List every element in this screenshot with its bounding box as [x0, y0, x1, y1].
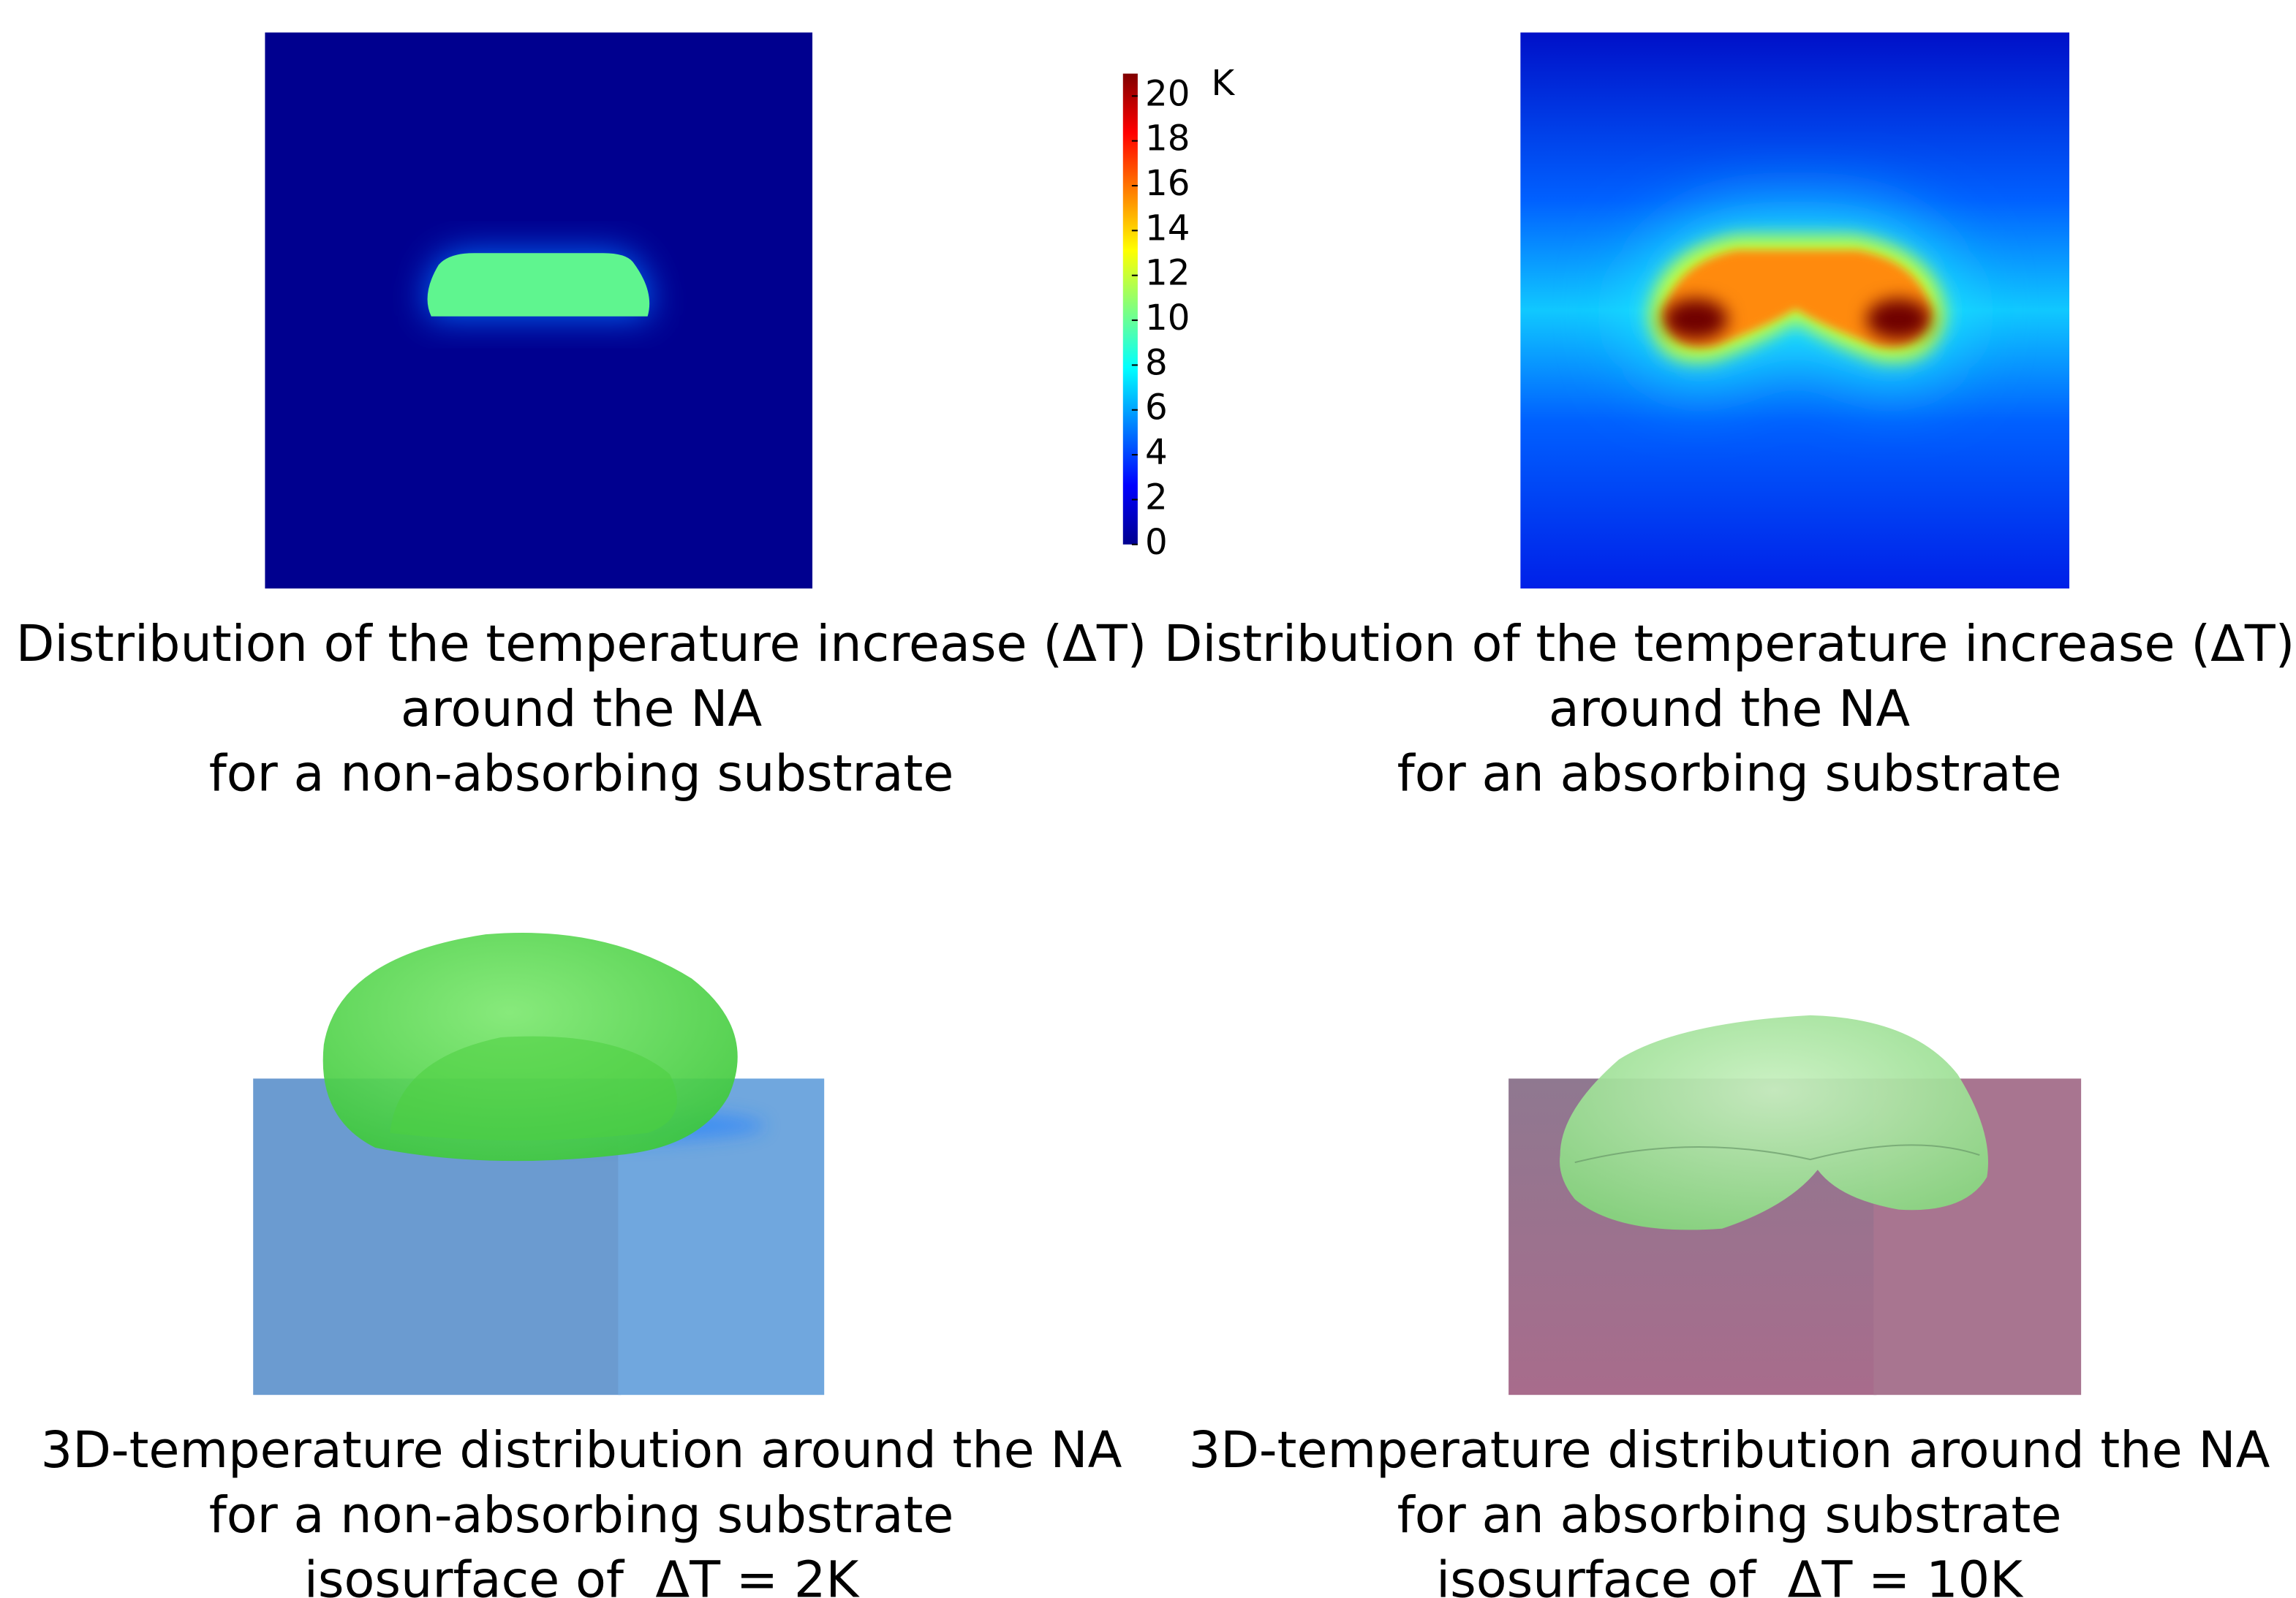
colorbar-tick-label: 14 [1145, 208, 1190, 249]
colorbar-unit: K [1212, 63, 1236, 104]
caption-line: isosurface of ΔT = 10K [1436, 1550, 2024, 1598]
heatmap-non-absorbing [265, 32, 812, 588]
caption-line: Distribution of the temperature increase… [16, 615, 1147, 673]
colorbar-tick-label: 10 [1145, 298, 1190, 338]
heatmap-absorbing [1520, 32, 2069, 588]
caption-line: Distribution of the temperature increase… [1164, 615, 2295, 673]
figure: K Distribution of the temperature increa… [0, 0, 2296, 1598]
colorbar-tick-label: 4 [1145, 432, 1168, 473]
colorbar-tick-label: 0 [1145, 522, 1168, 563]
caption-line: for a non-absorbing substrate [209, 744, 954, 803]
colorbar-tick-label: 6 [1145, 387, 1168, 428]
colorbar-tick-label: 12 [1145, 253, 1190, 294]
caption-line: isosurface of ΔT = 2K [304, 1550, 861, 1598]
caption-line: for an absorbing substrate [1397, 744, 2062, 803]
colorbar-tick-label: 8 [1145, 342, 1168, 383]
page: {"colorbar": {"unit": "K", "lim": [0, 21… [0, 0, 2296, 1598]
colorbar-tick-label: 2 [1145, 477, 1168, 518]
colorbar-tick-label: 18 [1145, 118, 1190, 159]
caption-line: 3D-temperature distribution around the N… [1189, 1421, 2270, 1480]
caption-line: 3D-temperature distribution around the N… [41, 1421, 1122, 1480]
render-3d-absorbing [1508, 1015, 2081, 1395]
caption-line: around the NA [1549, 680, 1911, 738]
colorbar-tick-label: 20 [1145, 73, 1190, 114]
caption-line: for an absorbing substrate [1397, 1486, 2062, 1545]
colorbar-tick-label: 16 [1145, 163, 1190, 204]
caption-line: for a non-absorbing substrate [209, 1486, 954, 1545]
render-3d-non-absorbing [253, 933, 824, 1395]
caption-line: around the NA [401, 680, 763, 738]
colorbar [1123, 74, 1138, 545]
